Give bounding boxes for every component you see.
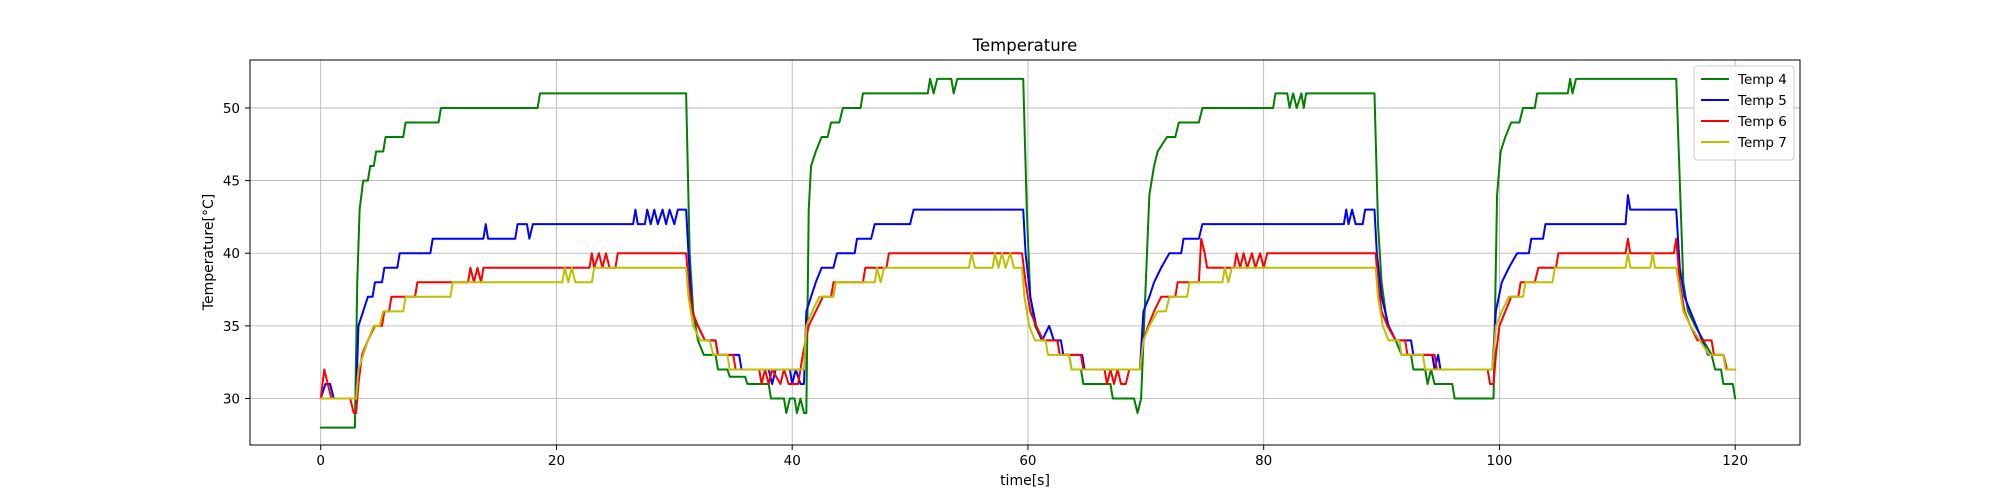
x-tick-label: 20 [548, 453, 565, 469]
x-tick-label: 120 [1722, 453, 1748, 469]
legend-box [1693, 65, 1795, 161]
y-tick-label: 40 [223, 246, 240, 262]
legend: Temp 4 Temp 5 Temp 6 Temp 7 [1693, 65, 1795, 161]
x-tick-label: 100 [1487, 453, 1513, 469]
x-tick-label: 0 [316, 453, 325, 469]
x-tick-label: 80 [1255, 453, 1272, 469]
series-line-temp-6 [319, 237, 1737, 415]
series-lines [319, 77, 1737, 429]
legend-label: Temp 7 [1737, 135, 1787, 151]
y-axis: 30 35 40 45 50 [223, 101, 250, 408]
legend-label: Temp 5 [1737, 93, 1787, 109]
x-tick-label: 40 [784, 453, 801, 469]
y-tick-label: 30 [223, 392, 240, 408]
y-axis-label: Temperature[°C] [201, 194, 217, 311]
y-tick-label: 50 [223, 101, 240, 117]
plot-frame [249, 59, 1801, 446]
legend-label: Temp 4 [1737, 72, 1787, 88]
chart-title: Temperature [972, 36, 1078, 55]
x-axis: 0 20 40 60 80 100 120 [316, 445, 1748, 469]
y-tick-label: 35 [223, 319, 240, 335]
x-tick-label: 60 [1019, 453, 1036, 469]
legend-label: Temp 6 [1737, 114, 1787, 130]
y-tick-label: 45 [223, 174, 240, 190]
x-axis-label: time[s] [1000, 473, 1050, 489]
series-line-temp-7 [319, 252, 1737, 400]
